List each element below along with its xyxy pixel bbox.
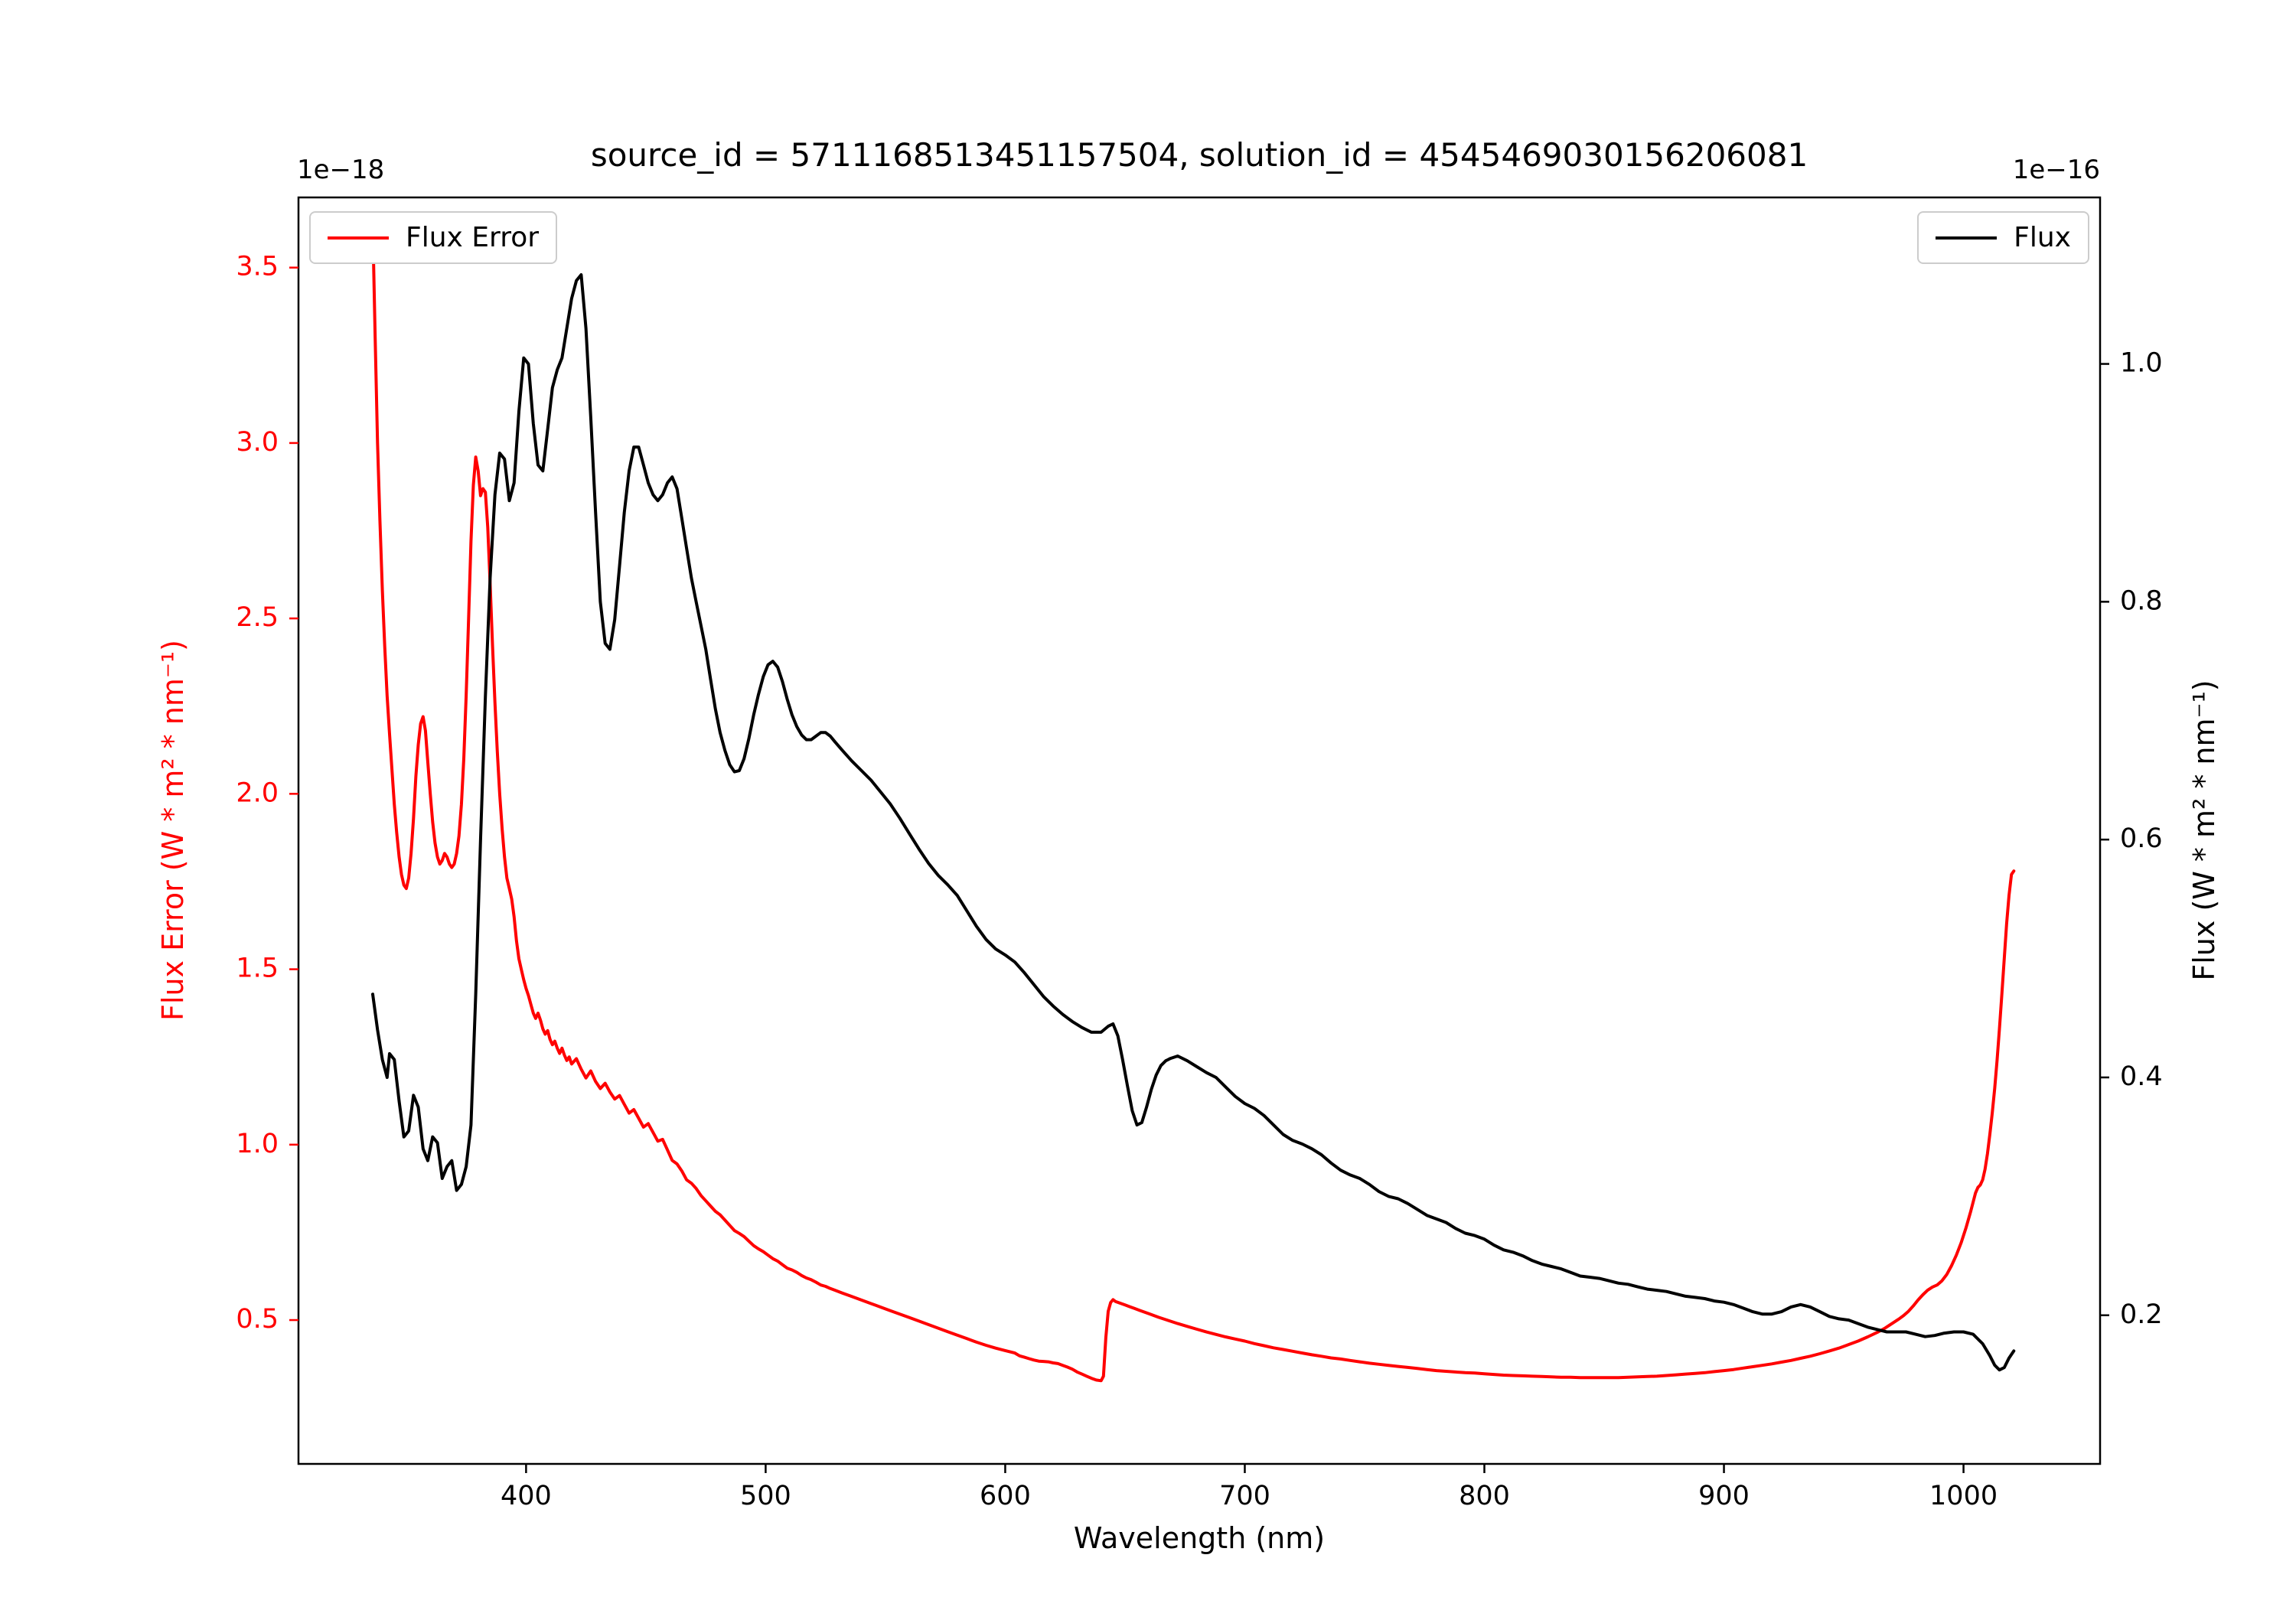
chart-title: source_id = 5711168513451157504, solutio… [590, 136, 1808, 174]
left-y-tick-label: 1.0 [236, 1129, 279, 1159]
right-y-tick-label: 0.6 [2120, 823, 2163, 854]
axes-border [297, 196, 2102, 1465]
right-y-tick-label: 0.8 [2120, 585, 2163, 616]
flux-curve [371, 273, 2016, 1372]
flux-error-line-sample [328, 236, 389, 240]
left-y-tick-label: 3.5 [236, 252, 279, 282]
x-tick-label: 400 [501, 1481, 552, 1511]
right-axis-label: Flux (W * m² * nm⁻¹) [2187, 680, 2221, 981]
left-axis-scale-offset: 1e−18 [297, 155, 385, 185]
left-y-tick-label: 2.0 [236, 777, 279, 808]
legend-flux[interactable]: Flux [1917, 211, 2089, 264]
right-y-tick-label: 0.4 [2120, 1061, 2163, 1092]
legend-label-flux-error: Flux Error [406, 222, 540, 253]
x-tick-label: 700 [1219, 1481, 1270, 1511]
left-y-tick-label: 0.5 [236, 1304, 279, 1335]
right-y-tick-label: 0.2 [2120, 1299, 2163, 1330]
x-tick-label: 1000 [1929, 1481, 1998, 1511]
x-tick-label: 900 [1698, 1481, 1750, 1511]
left-y-tick-label: 2.5 [236, 602, 279, 633]
x-tick-label: 600 [980, 1481, 1031, 1511]
left-y-tick-label: 3.0 [236, 427, 279, 458]
right-axis-scale-offset: 1e−16 [2012, 155, 2100, 185]
flux-error-curve [371, 220, 2016, 1383]
left-axis-label: Flux Error (W * m² * nm⁻¹) [156, 640, 190, 1021]
x-tick-label: 500 [740, 1481, 791, 1511]
left-y-tick-label: 1.5 [236, 953, 279, 984]
x-tick-label: 800 [1459, 1481, 1510, 1511]
right-y-tick-label: 1.0 [2120, 348, 2163, 379]
x-axis-label: Wavelength (nm) [1073, 1521, 1326, 1555]
legend-label-flux: Flux [2014, 222, 2071, 253]
legend-flux-error[interactable]: Flux Error [309, 211, 558, 264]
flux-line-sample [1936, 236, 1998, 240]
